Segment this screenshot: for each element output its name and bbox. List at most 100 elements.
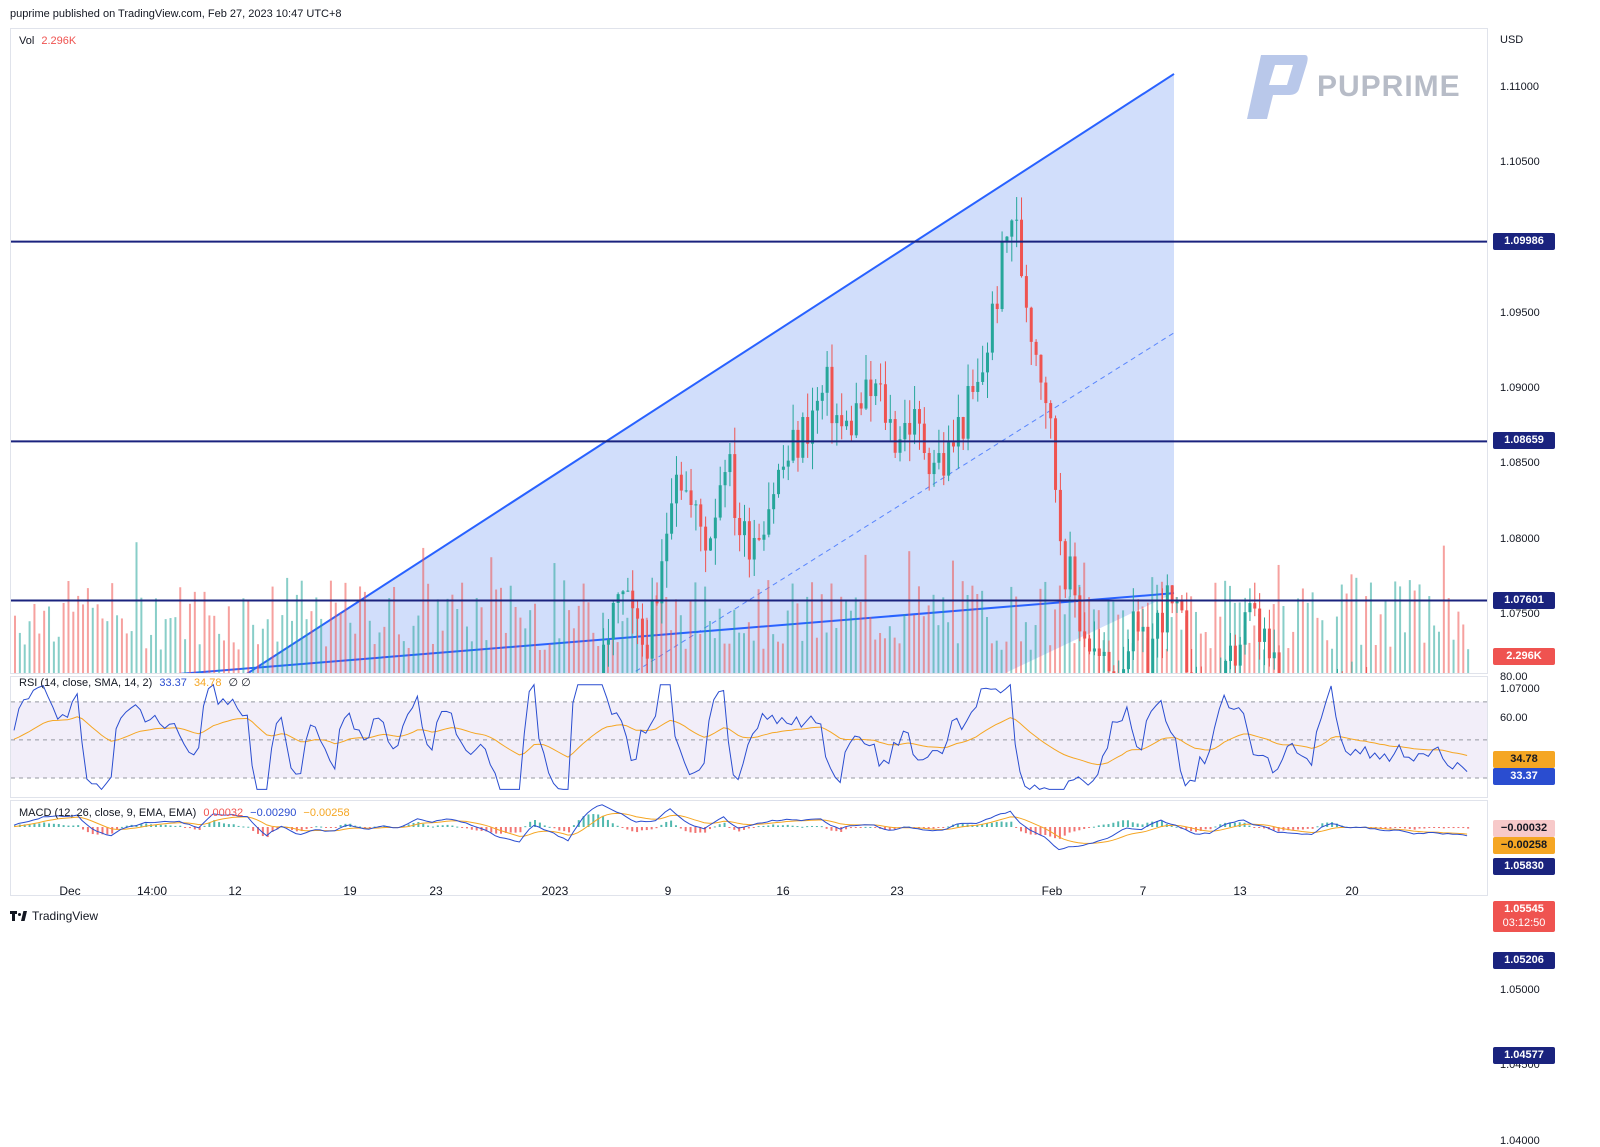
volume-bar — [568, 610, 571, 673]
level-price-tag: 1.04577 — [1493, 1046, 1555, 1064]
volume-bar — [670, 630, 673, 673]
candle-body — [1063, 541, 1067, 590]
volume-bar — [247, 599, 250, 673]
candle-body — [1175, 600, 1179, 604]
macd-histogram-bar — [956, 823, 959, 827]
volume-bar — [976, 594, 979, 673]
volume-bar — [52, 641, 55, 673]
volume-bar — [1073, 643, 1076, 673]
macd-line — [13, 804, 1468, 851]
volume-bar — [981, 590, 984, 673]
macd-histogram-bar — [674, 825, 677, 827]
volume-bar — [932, 594, 935, 673]
price-axis[interactable]: USD 1.110001.105001.100001.095001.090001… — [1490, 28, 1600, 1147]
price-pane[interactable]: Vol 2.296K PUPRIME — [10, 28, 1488, 674]
macd-histogram-bar — [514, 827, 517, 833]
volume-bar — [1199, 633, 1202, 673]
volume-bar — [592, 632, 595, 673]
volume-bar — [1316, 617, 1319, 673]
candle-body — [1165, 585, 1169, 633]
volume-bar — [271, 586, 274, 673]
macd-histogram-bar — [840, 827, 843, 832]
macd-histogram-bar — [524, 826, 527, 828]
time-label: 20 — [1345, 884, 1359, 898]
volume-bar — [1447, 598, 1450, 673]
macd-histogram-bar — [232, 824, 235, 827]
macd-histogram-bar — [111, 827, 114, 834]
macd-histogram-bar — [704, 827, 707, 833]
volume-bar — [1345, 593, 1348, 673]
macd-histogram-bar — [91, 827, 94, 835]
volume-bar — [436, 599, 439, 673]
macd-histogram-bar — [942, 827, 945, 828]
candle-body — [888, 419, 892, 423]
volume-bar — [883, 638, 886, 673]
candle-body — [1097, 648, 1101, 656]
macd-histogram-bar — [553, 827, 556, 829]
volume-bar — [412, 625, 415, 673]
volume-bar — [461, 582, 464, 673]
volume-bar — [334, 602, 337, 673]
volume-bar — [777, 641, 780, 673]
candle-body — [966, 386, 970, 439]
volume-bar — [1394, 581, 1397, 673]
candle-body — [1034, 341, 1038, 355]
macd-histogram-bar — [1258, 827, 1261, 828]
macd-histogram-bar — [1112, 822, 1115, 827]
volume-bar — [713, 638, 716, 673]
volume-bar — [422, 547, 425, 673]
macd-pane[interactable]: MACD (12, 26, close, 9, EMA, EMA) 0.0003… — [10, 800, 1488, 896]
volume-bar — [1428, 596, 1431, 673]
macd-histogram-bar — [694, 827, 697, 833]
candle-body — [1024, 276, 1028, 308]
macd-axis[interactable]: −0.00032 −0.00258 — [1490, 800, 1600, 896]
volume-bar — [1175, 597, 1178, 673]
macd-histogram-bar — [582, 816, 585, 827]
candle-body — [956, 417, 960, 447]
macd-histogram-bar — [670, 820, 673, 827]
rsi-axis[interactable]: 80.00 60.00 34.78 33.37 — [1490, 671, 1600, 798]
macd-histogram-bar — [203, 825, 206, 827]
macd-chart[interactable] — [11, 801, 1488, 896]
macd-histogram-bar — [334, 827, 337, 828]
macd-hist-tag: −0.00032 — [1493, 820, 1555, 837]
volume-bar — [57, 636, 60, 673]
macd-histogram-bar — [1097, 825, 1100, 827]
macd-histogram-bar — [519, 827, 522, 833]
volume-bar — [1413, 590, 1416, 673]
candle-body — [1170, 585, 1174, 604]
candle-body — [883, 384, 887, 423]
macd-histogram-bar — [976, 825, 979, 827]
volume-bar — [266, 619, 269, 673]
volume-bar — [543, 649, 546, 673]
candle-body — [879, 383, 883, 385]
candle-body — [752, 537, 756, 560]
macd-histogram-bar — [859, 827, 862, 828]
macd-histogram-bar — [631, 827, 634, 832]
time-label: 23 — [890, 884, 904, 898]
macd-histogram-bar — [665, 821, 668, 827]
candle-body — [747, 521, 751, 560]
candle-body — [990, 303, 994, 353]
macd-histogram-bar — [62, 825, 65, 827]
volume-bar — [1467, 649, 1470, 673]
rsi-chart[interactable] — [11, 677, 1488, 798]
volume-bar — [213, 615, 216, 673]
volume-bar — [922, 616, 925, 673]
macd-histogram-bar — [650, 827, 653, 830]
macd-histogram-bar — [801, 826, 804, 828]
candle-body — [767, 509, 771, 535]
volume-bar — [150, 634, 153, 673]
volume-bar — [159, 649, 162, 673]
rsi-sma-tag: 34.78 — [1493, 751, 1555, 768]
volume-bar — [359, 586, 362, 673]
volume-bar — [898, 643, 901, 673]
volume-bar — [947, 622, 950, 673]
volume-bar — [995, 640, 998, 673]
macd-histogram-bar — [1311, 827, 1314, 829]
macd-histogram-bar — [417, 822, 420, 827]
macd-histogram-bar — [504, 827, 507, 833]
price-chart[interactable] — [11, 29, 1488, 674]
rsi-pane[interactable]: RSI (14, close, SMA, 14, 2) 33.37 34.78 … — [10, 676, 1488, 798]
volume-bar — [874, 639, 877, 673]
